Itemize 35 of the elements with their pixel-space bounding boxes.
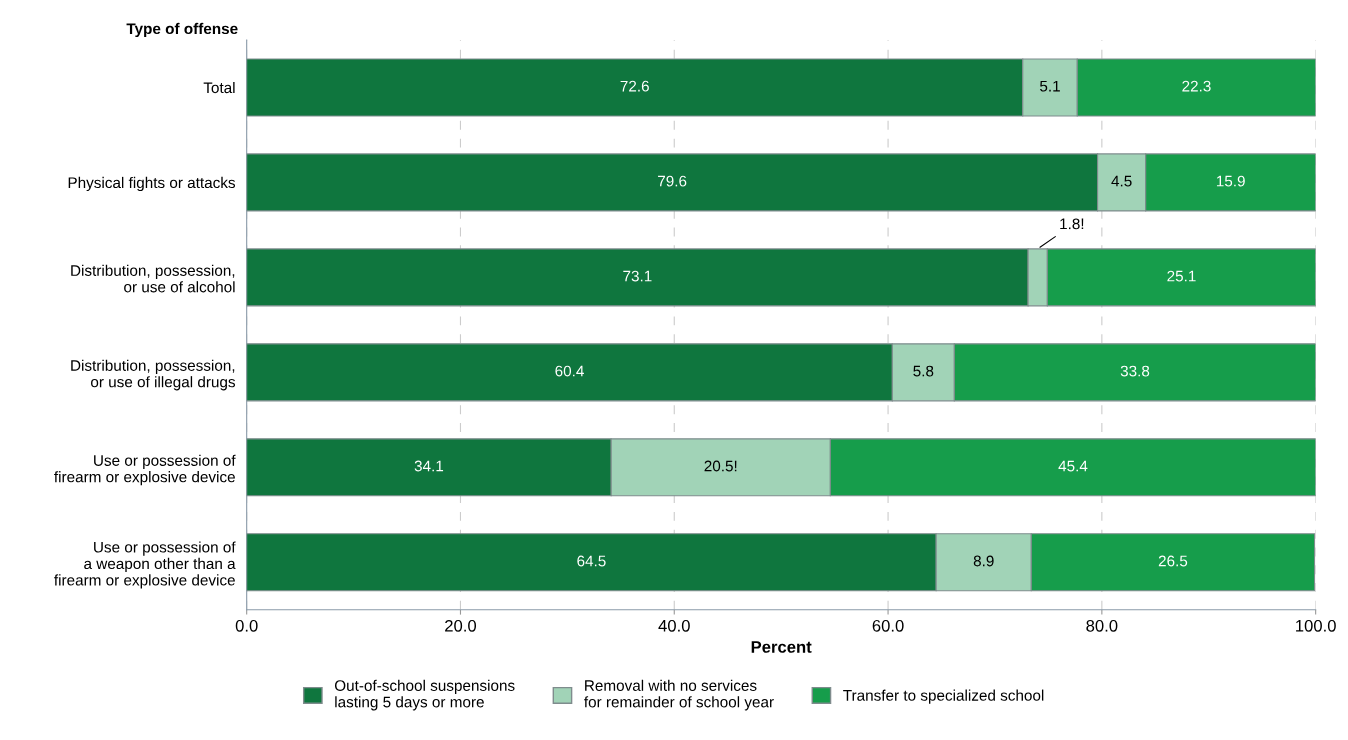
y-axis-title: Type of offense bbox=[126, 22, 238, 38]
data-label: 15.9 bbox=[1216, 175, 1245, 187]
data-label: 5.1 bbox=[1040, 80, 1060, 92]
y-tick-label: Distribution, possession, or use of illegal drugs bbox=[71, 359, 236, 391]
y-tick-label: Use or possession of firearm or explosive device bbox=[54, 454, 236, 486]
legend-label: Removal with no services for remainder of school year bbox=[584, 679, 774, 711]
legend-label: Transfer to specialized school bbox=[843, 689, 1044, 704]
x-tick-label: 60.0 bbox=[872, 619, 904, 632]
data-label: 5.8 bbox=[913, 365, 934, 377]
data-label: 25.1 bbox=[1167, 270, 1196, 282]
x-tick-label: 100.0 bbox=[1296, 619, 1336, 632]
x-tick-label: 0.0 bbox=[235, 619, 258, 632]
y-tick-label: Distribution, possession, or use of alcohol bbox=[71, 264, 235, 293]
legend-label: Out-of-school suspensions lasting 5 days or more bbox=[334, 679, 515, 711]
y-tick-label: Physical fights or attacks bbox=[68, 176, 236, 192]
data-label: 60.4 bbox=[555, 365, 584, 377]
x-tick-label: 20.0 bbox=[445, 619, 477, 632]
x-tick-label: 80.0 bbox=[1086, 619, 1118, 632]
data-label: 79.6 bbox=[658, 175, 687, 187]
data-label: 1.8! bbox=[1060, 218, 1084, 230]
y-tick-label: Total bbox=[203, 81, 235, 94]
data-label: 72.6 bbox=[620, 80, 649, 92]
data-label: 45.4 bbox=[1058, 460, 1088, 472]
data-label: 73.1 bbox=[623, 270, 652, 282]
data-label: 33.8 bbox=[1120, 365, 1150, 377]
data-label: 34.1 bbox=[414, 460, 444, 472]
data-label: 64.5 bbox=[577, 555, 606, 567]
x-tick-label: 40.0 bbox=[658, 619, 690, 632]
x-axis-title: Percent bbox=[751, 641, 812, 653]
data-label: 26.5 bbox=[1158, 555, 1188, 567]
data-label: 22.3 bbox=[1182, 80, 1211, 92]
data-label: 8.9 bbox=[973, 555, 994, 567]
data-label: 4.5 bbox=[1111, 175, 1132, 187]
data-label: 20.5! bbox=[704, 460, 737, 472]
y-tick-label: Use or possession of a weapon other than a firearm or explosive device bbox=[54, 541, 236, 589]
